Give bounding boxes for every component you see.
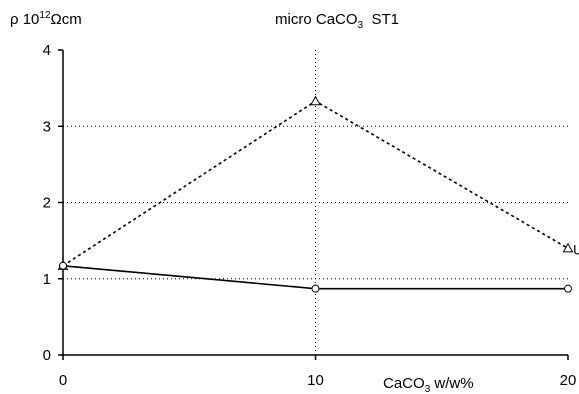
y-tick-label-1: 1	[43, 271, 51, 288]
chart-title-subscript: 3	[358, 20, 364, 31]
series-0-point-1	[310, 95, 321, 106]
chart-title-main: micro CaCO	[275, 11, 358, 28]
x-axis-label-main: CaCO	[383, 375, 425, 392]
x-tick-label-20: 20	[560, 372, 577, 389]
x-tick-label-0: 0	[59, 372, 67, 389]
y-tick-label-3: 3	[43, 118, 51, 135]
y-axis-label-superscript: 12	[39, 10, 51, 21]
chart-title-tail: ST1	[363, 11, 399, 28]
y-tick-label-0: 0	[43, 347, 51, 364]
x-axis-label: CaCO3 w/w%	[383, 375, 474, 394]
series-1-point-2	[564, 284, 572, 293]
y-tick-label-2: 2	[43, 195, 51, 212]
y-axis-label-tail: Ωcm	[51, 11, 82, 28]
grid-layer	[63, 50, 568, 355]
labels-layer: 0 1 2 3 4 0 10 20 U	[43, 42, 579, 389]
x-axis-label-tail: w/w%	[430, 375, 473, 392]
chart-title: micro CaCO3 ST1	[275, 11, 399, 31]
series-1-point-0	[59, 261, 67, 270]
series-1-point-1	[311, 284, 320, 293]
series-layer	[57, 95, 574, 293]
y-axis-label: ρ 1012Ωcm	[10, 10, 82, 28]
axes-layer	[58, 49, 569, 360]
x-tick-label-10: 10	[307, 372, 324, 389]
y-tick-label-4: 4	[43, 42, 51, 59]
y-axis-label-main: ρ 10	[10, 11, 39, 28]
series-0-end-label: U	[573, 241, 579, 257]
x-axis-label-subscript: 3	[425, 384, 431, 394]
series-0-point-2	[562, 242, 574, 253]
